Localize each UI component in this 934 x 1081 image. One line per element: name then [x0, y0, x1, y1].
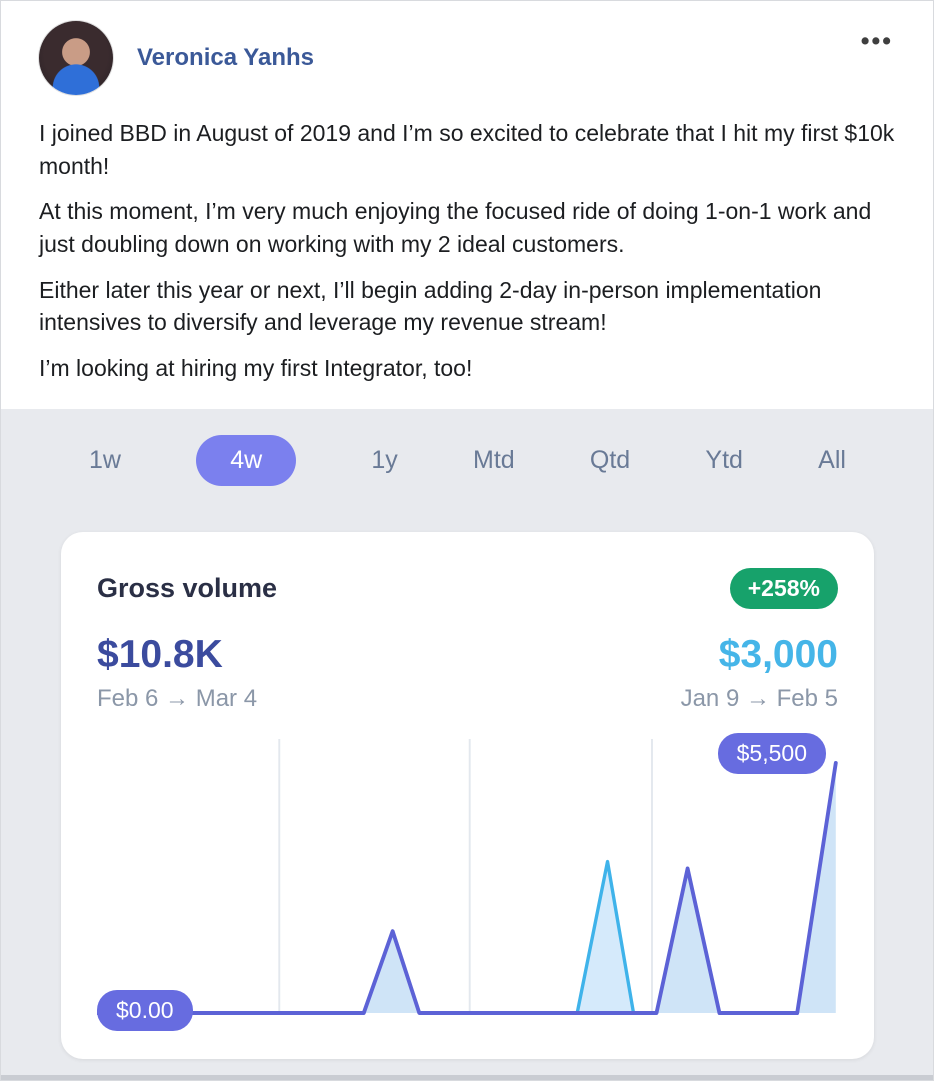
- tab-ytd[interactable]: Ytd: [705, 435, 743, 486]
- post-menu-button[interactable]: •••: [859, 23, 895, 60]
- card-title: Gross volume: [97, 572, 278, 603]
- post-paragraph: I’m looking at hiring my first Integrato…: [39, 354, 473, 381]
- current-series-fill: [97, 762, 836, 1013]
- current-series-line: [97, 760, 838, 1015]
- change-badge: +258%: [729, 567, 838, 609]
- tab-all[interactable]: All: [818, 435, 846, 486]
- post-paragraph: I joined BBD in August of 2019 and I’m s…: [39, 120, 895, 179]
- dashboard-section: 1w 4w 1y Mtd Qtd Ytd All Gross volume +2…: [1, 408, 933, 1075]
- volume-chart: [97, 738, 838, 1015]
- previous-total: $3,000: [718, 632, 838, 676]
- tab-qtd[interactable]: Qtd: [590, 435, 630, 486]
- post-header: Veronica Yanhs •••: [39, 21, 895, 95]
- avatar[interactable]: [39, 21, 113, 95]
- current-range: Feb 6 → Mar 4: [97, 684, 258, 712]
- post-text: I joined BBD in August of 2019 and I’m s…: [39, 117, 895, 385]
- ranges-row: Feb 6 → Mar 4 Jan 9 → Feb 5: [97, 685, 838, 713]
- current-total: $10.8K: [97, 632, 223, 676]
- post-section: Veronica Yanhs ••• I joined BBD in Augus…: [1, 1, 933, 409]
- post-paragraph: At this moment, I’m very much enjoying t…: [39, 198, 872, 257]
- card-header: Gross volume +258%: [97, 567, 838, 609]
- tab-mtd[interactable]: Mtd: [473, 435, 515, 486]
- baseline-value-tooltip: $0.00: [97, 989, 193, 1031]
- author-name[interactable]: Veronica Yanhs: [137, 44, 314, 71]
- previous-range: Jan 9 → Feb 5: [680, 684, 838, 712]
- chart-area: $5,500 $0.00: [97, 729, 838, 1031]
- tab-1y[interactable]: 1y: [371, 435, 397, 486]
- previous-series-fill: [577, 861, 634, 1013]
- gross-volume-card: Gross volume +258% $10.8K $3,000 Feb 6 →…: [61, 531, 874, 1059]
- tab-1w[interactable]: 1w: [89, 435, 121, 486]
- tab-4w[interactable]: 4w: [196, 434, 297, 486]
- peak-value-tooltip: $5,500: [717, 732, 826, 774]
- previous-series-line: [575, 859, 636, 1015]
- period-tabs: 1w 4w 1y Mtd Qtd Ytd All: [61, 434, 874, 486]
- totals-row: $10.8K $3,000: [97, 633, 838, 677]
- post-paragraph: Either later this year or next, I’ll beg…: [39, 276, 822, 336]
- screenshot-bottom-edge: [1, 1075, 933, 1080]
